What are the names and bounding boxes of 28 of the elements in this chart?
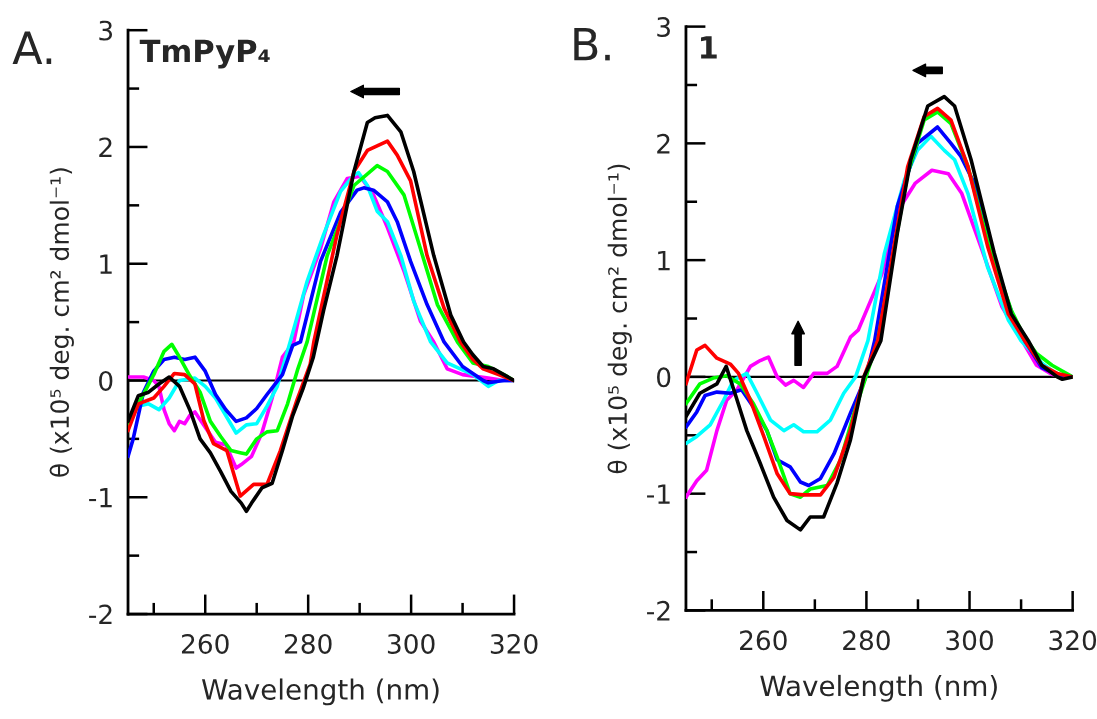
x-tick-label: 260 — [181, 633, 229, 654]
chart-title: A. — [12, 31, 52, 64]
y-tick-label: -1 — [89, 488, 112, 508]
x-tick-label: 280 — [843, 630, 890, 651]
y-tick-label: -2 — [647, 600, 670, 621]
chart-title: B. — [574, 27, 610, 61]
annotation: 1 — [701, 36, 717, 59]
y-tick-label: 2 — [99, 137, 112, 157]
x-tick-label: 300 — [387, 633, 435, 654]
x-tick-label: 320 — [1049, 630, 1097, 651]
y-axis-title: θ (x10⁵ deg. cm² dmol⁻¹) — [49, 168, 74, 477]
y-tick-label: 3 — [99, 20, 113, 41]
y-tick-label: 0 — [657, 367, 671, 388]
y-tick-label: 3 — [657, 17, 670, 37]
x-tick-label: 300 — [946, 630, 993, 651]
y-axis-title: θ (x10⁵ deg. cm² dmol⁻¹) — [607, 164, 632, 474]
y-tick-label: -1 — [647, 484, 670, 504]
y-tick-label: 1 — [658, 250, 670, 271]
x-axis-title: Wavelength (nm) — [760, 674, 997, 702]
x-tick-label: 260 — [740, 630, 787, 651]
x-axis-title: Wavelength (nm) — [201, 678, 439, 706]
y-tick-label: 1 — [100, 254, 112, 274]
x-tick-label: 280 — [284, 633, 332, 654]
annotation: TmPyP₄ — [139, 39, 270, 69]
y-tick-label: -2 — [89, 604, 112, 625]
y-tick-label: 2 — [657, 133, 670, 154]
x-tick-label: 320 — [490, 633, 538, 654]
y-tick-label: 0 — [99, 370, 113, 391]
